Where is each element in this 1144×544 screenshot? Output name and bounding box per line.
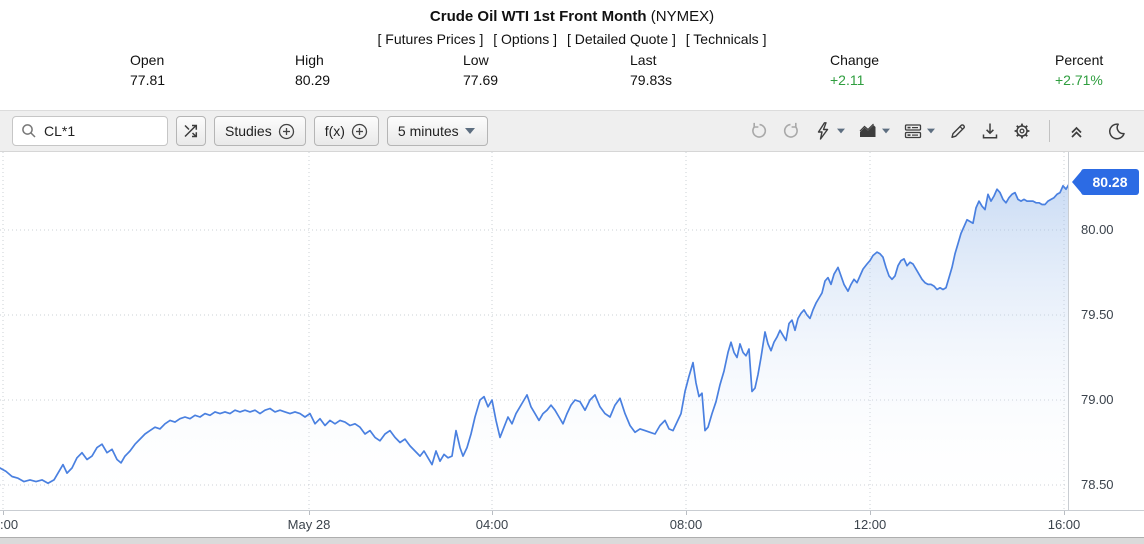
price-line-plot[interactable] bbox=[0, 152, 1068, 510]
x-axis-tick bbox=[3, 511, 4, 515]
settings-button[interactable] bbox=[1009, 118, 1035, 144]
y-axis-label: 79.50 bbox=[1081, 307, 1114, 322]
x-axis-label: :00 bbox=[0, 517, 19, 532]
last-value: 79.83s bbox=[630, 72, 673, 88]
x-axis-tick bbox=[1064, 511, 1065, 515]
quote-open: Open 77.81 bbox=[130, 52, 165, 88]
undo-icon bbox=[752, 122, 767, 138]
chevron-down-icon bbox=[837, 128, 845, 134]
badge-arrow-icon bbox=[1072, 169, 1083, 196]
area-chart-icon bbox=[859, 123, 876, 137]
x-axis-label: 16:00 bbox=[1047, 517, 1081, 532]
quote-nav-links: [ Futures Prices ] [ Options ] [ Detaile… bbox=[0, 31, 1144, 47]
x-axis[interactable]: :00 May 28 04:00 08:00 12:00 16:00 bbox=[0, 510, 1144, 537]
x-axis-tick bbox=[686, 511, 687, 515]
events-dropdown[interactable] bbox=[810, 118, 849, 144]
toolbar-right-icons bbox=[746, 118, 1130, 145]
chevrons-up-icon bbox=[1071, 126, 1082, 138]
y-axis-label: 79.00 bbox=[1081, 392, 1114, 407]
y-axis-label: 78.50 bbox=[1081, 477, 1114, 492]
studies-label: Studies bbox=[225, 123, 272, 139]
compare-arrows-icon bbox=[184, 124, 198, 138]
high-label: High bbox=[295, 52, 324, 68]
link-detailed-quote[interactable]: [ Detailed Quote ] bbox=[566, 31, 676, 47]
open-label: Open bbox=[130, 52, 165, 68]
chevron-down-icon bbox=[882, 128, 890, 134]
link-technicals[interactable]: [ Technicals ] bbox=[685, 31, 767, 47]
quote-low: Low 77.69 bbox=[463, 52, 498, 88]
collapse-toolbar-button[interactable] bbox=[1064, 119, 1089, 144]
panels-icon bbox=[904, 124, 922, 139]
x-axis-tick bbox=[870, 511, 871, 515]
x-axis-tick bbox=[309, 511, 310, 515]
low-value: 77.69 bbox=[463, 72, 499, 88]
x-axis-label: 08:00 bbox=[669, 517, 703, 532]
time-scrollbar-strip[interactable] bbox=[0, 537, 1144, 544]
x-axis-label: 04:00 bbox=[475, 517, 509, 532]
compare-symbol-button[interactable] bbox=[176, 116, 206, 146]
chart-toolbar: Studies f(x) 5 minutes bbox=[0, 110, 1144, 152]
chevron-down-icon bbox=[464, 128, 475, 134]
x-axis-tick bbox=[492, 511, 493, 515]
symbol-search-box[interactable] bbox=[12, 116, 168, 146]
link-futures-prices[interactable]: [ Futures Prices ] bbox=[377, 31, 484, 47]
percent-value: +2.71% bbox=[1055, 72, 1103, 88]
symbol-title: Crude Oil WTI 1st Front Month bbox=[429, 8, 647, 25]
y-axis[interactable]: 80.00 79.50 79.00 78.50 bbox=[1068, 152, 1144, 510]
quote-change: Change +2.11 bbox=[830, 52, 879, 88]
redo-icon bbox=[783, 122, 798, 138]
quote-high: High 80.29 bbox=[295, 52, 330, 88]
add-circle-icon bbox=[278, 123, 294, 139]
moon-icon bbox=[1109, 122, 1125, 139]
change-label: Change bbox=[830, 52, 880, 68]
studies-button[interactable]: Studies bbox=[214, 116, 306, 146]
link-options[interactable]: [ Options ] bbox=[493, 31, 558, 47]
draw-button[interactable] bbox=[945, 118, 971, 144]
fx-button[interactable]: f(x) bbox=[313, 116, 379, 146]
undo-button[interactable] bbox=[746, 118, 772, 144]
low-label: Low bbox=[463, 52, 489, 68]
area-fill bbox=[0, 185, 1068, 510]
price-chart[interactable]: 80.00 79.50 79.00 78.50 80.28 bbox=[0, 152, 1144, 510]
toolbar-divider bbox=[1049, 120, 1050, 142]
interval-label: 5 minutes bbox=[397, 123, 459, 139]
chevron-down-icon bbox=[927, 128, 935, 134]
change-value: +2.11 bbox=[830, 72, 865, 88]
pencil-icon bbox=[951, 124, 965, 138]
download-icon bbox=[982, 123, 998, 139]
lightning-icon bbox=[817, 122, 829, 140]
dark-mode-toggle[interactable] bbox=[1103, 118, 1130, 145]
symbol-search-input[interactable] bbox=[44, 123, 154, 139]
download-button[interactable] bbox=[977, 118, 1003, 144]
layout-dropdown[interactable] bbox=[900, 118, 939, 144]
percent-label: Percent bbox=[1055, 52, 1104, 68]
exchange-label: (NYMEX) bbox=[646, 8, 715, 25]
last-price-badge: 80.28 bbox=[1072, 169, 1139, 196]
search-icon bbox=[22, 124, 36, 138]
price-line bbox=[0, 184, 1068, 485]
quote-last: Last 79.83s bbox=[630, 52, 672, 88]
x-axis-label: 12:00 bbox=[853, 517, 887, 532]
open-value: 77.81 bbox=[130, 72, 166, 88]
last-price-value: 80.28 bbox=[1081, 169, 1139, 196]
page-title: Crude Oil WTI 1st Front Month (NYMEX) bbox=[0, 8, 1144, 25]
gear-icon bbox=[1014, 123, 1030, 139]
quote-percent: Percent +2.71% bbox=[1055, 52, 1103, 88]
last-label: Last bbox=[630, 52, 657, 68]
add-circle-icon bbox=[351, 123, 368, 139]
redo-button[interactable] bbox=[778, 118, 804, 144]
chart-type-dropdown[interactable] bbox=[855, 118, 894, 144]
x-axis-label: May 28 bbox=[287, 517, 331, 532]
fx-label: f(x) bbox=[324, 123, 345, 139]
y-axis-label: 80.00 bbox=[1081, 222, 1114, 237]
high-value: 80.29 bbox=[295, 72, 331, 88]
interval-dropdown[interactable]: 5 minutes bbox=[386, 116, 488, 146]
